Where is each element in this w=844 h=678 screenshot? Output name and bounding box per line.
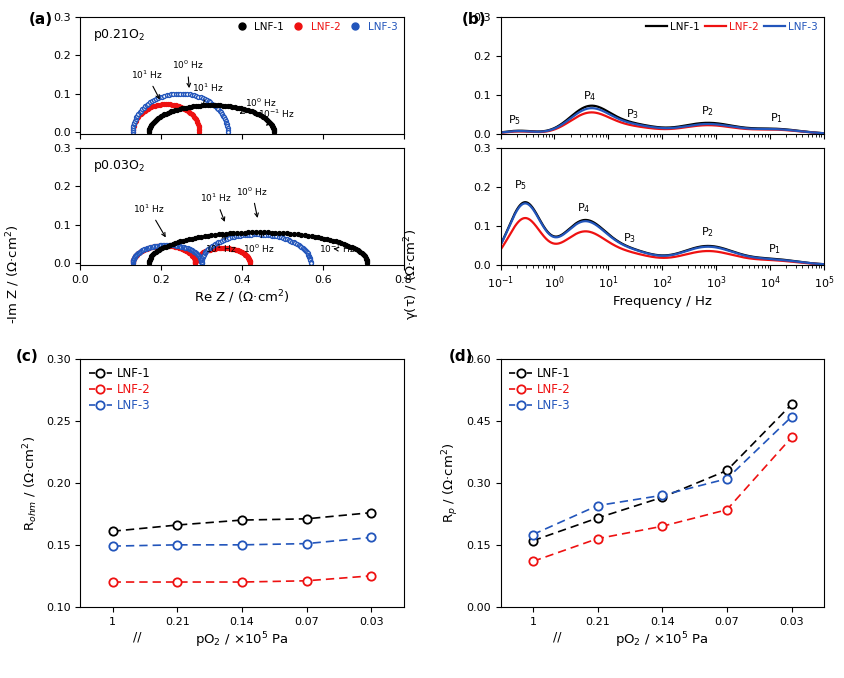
Text: p0.21O$_2$: p0.21O$_2$: [93, 27, 145, 43]
Text: $10^{-1}$ Hz: $10^{-1}$ Hz: [257, 108, 295, 125]
Text: P$_1$: P$_1$: [767, 243, 780, 256]
Text: $10^1$ Hz: $10^1$ Hz: [133, 203, 165, 237]
Text: $10^1$ Hz: $10^1$ Hz: [205, 235, 236, 256]
Text: $10^1$ Hz: $10^1$ Hz: [199, 192, 231, 221]
Text: $10^1$ Hz: $10^1$ Hz: [192, 82, 223, 107]
Text: //: //: [133, 631, 141, 643]
Text: $10^0$ Hz: $10^0$ Hz: [235, 185, 268, 217]
Text: $10^0$ Hz: $10^0$ Hz: [241, 97, 277, 113]
Text: $10^{-1}$ Hz: $10^{-1}$ Hz: [318, 243, 355, 256]
Legend: LNF-1, LNF-2, LNF-3: LNF-1, LNF-2, LNF-3: [641, 18, 821, 36]
Text: p0.03O$_2$: p0.03O$_2$: [93, 158, 145, 174]
Text: $10^0$ Hz: $10^0$ Hz: [243, 232, 275, 256]
Text: P$_3$: P$_3$: [625, 108, 638, 121]
Text: P$_5$: P$_5$: [513, 178, 526, 191]
X-axis label: pO$_2$ / ×10$^5$ Pa: pO$_2$ / ×10$^5$ Pa: [614, 631, 708, 650]
Text: (b): (b): [461, 12, 486, 27]
Legend: LNF-1, LNF-2, LNF-3: LNF-1, LNF-2, LNF-3: [506, 365, 572, 414]
Text: P$_2$: P$_2$: [701, 226, 713, 239]
X-axis label: Frequency / Hz: Frequency / Hz: [612, 296, 711, 308]
Text: //: //: [552, 631, 560, 643]
Legend: LNF-1, LNF-2, LNF-3: LNF-1, LNF-2, LNF-3: [86, 365, 153, 414]
Y-axis label: R$_p$ / (Ω·cm$^2$): R$_p$ / (Ω·cm$^2$): [440, 443, 460, 523]
Text: P$_5$: P$_5$: [507, 113, 520, 127]
Text: (a): (a): [29, 12, 52, 27]
Text: (d): (d): [448, 349, 473, 364]
X-axis label: Re Z / (Ω·cm$^2$): Re Z / (Ω·cm$^2$): [194, 289, 289, 306]
Text: P$_4$: P$_4$: [582, 89, 596, 104]
Legend: LNF-1, LNF-2, LNF-3: LNF-1, LNF-2, LNF-3: [227, 18, 401, 36]
Text: $10^1$ Hz: $10^1$ Hz: [131, 68, 163, 98]
Text: -Im Z / (Ω·cm$^2$): -Im Z / (Ω·cm$^2$): [5, 225, 22, 324]
Y-axis label: R$_{ohm}$ / (Ω·cm$^2$): R$_{ohm}$ / (Ω·cm$^2$): [21, 435, 41, 530]
Text: P$_4$: P$_4$: [576, 201, 590, 215]
Text: $10^0$ Hz: $10^0$ Hz: [171, 59, 203, 87]
Text: P$_1$: P$_1$: [769, 111, 782, 125]
Text: (c): (c): [15, 349, 38, 364]
Text: γ(τ) / (Ω·cm$^2$): γ(τ) / (Ω·cm$^2$): [402, 229, 422, 320]
X-axis label: pO$_2$ / ×10$^5$ Pa: pO$_2$ / ×10$^5$ Pa: [195, 631, 289, 650]
Text: P$_2$: P$_2$: [701, 104, 713, 118]
Text: P$_3$: P$_3$: [623, 231, 636, 245]
